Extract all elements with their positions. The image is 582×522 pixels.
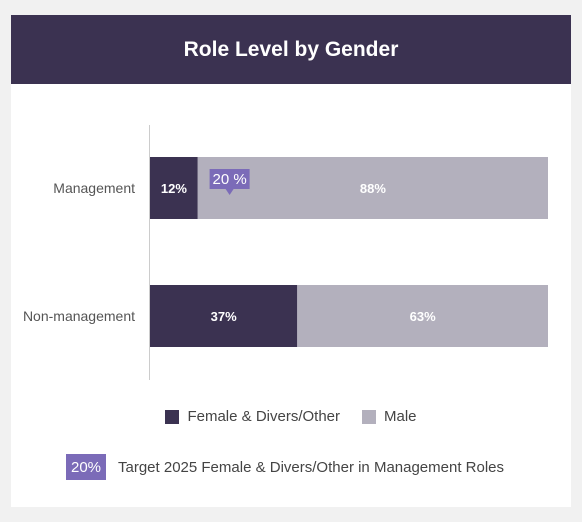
legend-swatch-male <box>362 409 377 424</box>
target-note: 20% Target 2025 Female & Divers/Other in… <box>66 454 504 480</box>
bar-segment <box>197 157 548 219</box>
legend-label-male: Male <box>384 408 417 425</box>
chart-card: Role Level by Gender Management 12% 88% Non… <box>11 15 571 507</box>
bar-segment <box>297 285 548 347</box>
target-text: Target 2025 Female & Divers/Other in Man… <box>118 458 505 476</box>
bar-segment <box>150 157 198 219</box>
y-tick-label: Non-management <box>23 308 135 324</box>
target-badge: 20% <box>66 454 106 480</box>
data-label: 12% <box>161 181 187 196</box>
legend: Female & Divers/Other Male <box>11 408 571 425</box>
data-label: 37% <box>211 309 237 324</box>
legend-label-female: Female & Divers/Other <box>187 408 341 425</box>
bar-segment <box>150 285 298 347</box>
legend-item-female[interactable]: Female & Divers/Other <box>165 408 340 425</box>
bar-chart: Management 12% 88% Non-management 37% 63% 20 % <box>23 125 548 380</box>
target-marker-box <box>209 169 250 189</box>
legend-item-male[interactable]: Male <box>362 408 417 425</box>
target-marker-pointer <box>225 189 234 195</box>
data-label: 63% <box>410 309 436 324</box>
y-tick-label: Management <box>53 180 135 196</box>
chart-title: Role Level by Gender <box>11 15 571 84</box>
data-label: 88% <box>360 181 386 196</box>
target-marker-label: 20 % <box>212 171 246 188</box>
legend-swatch-female <box>165 409 180 424</box>
